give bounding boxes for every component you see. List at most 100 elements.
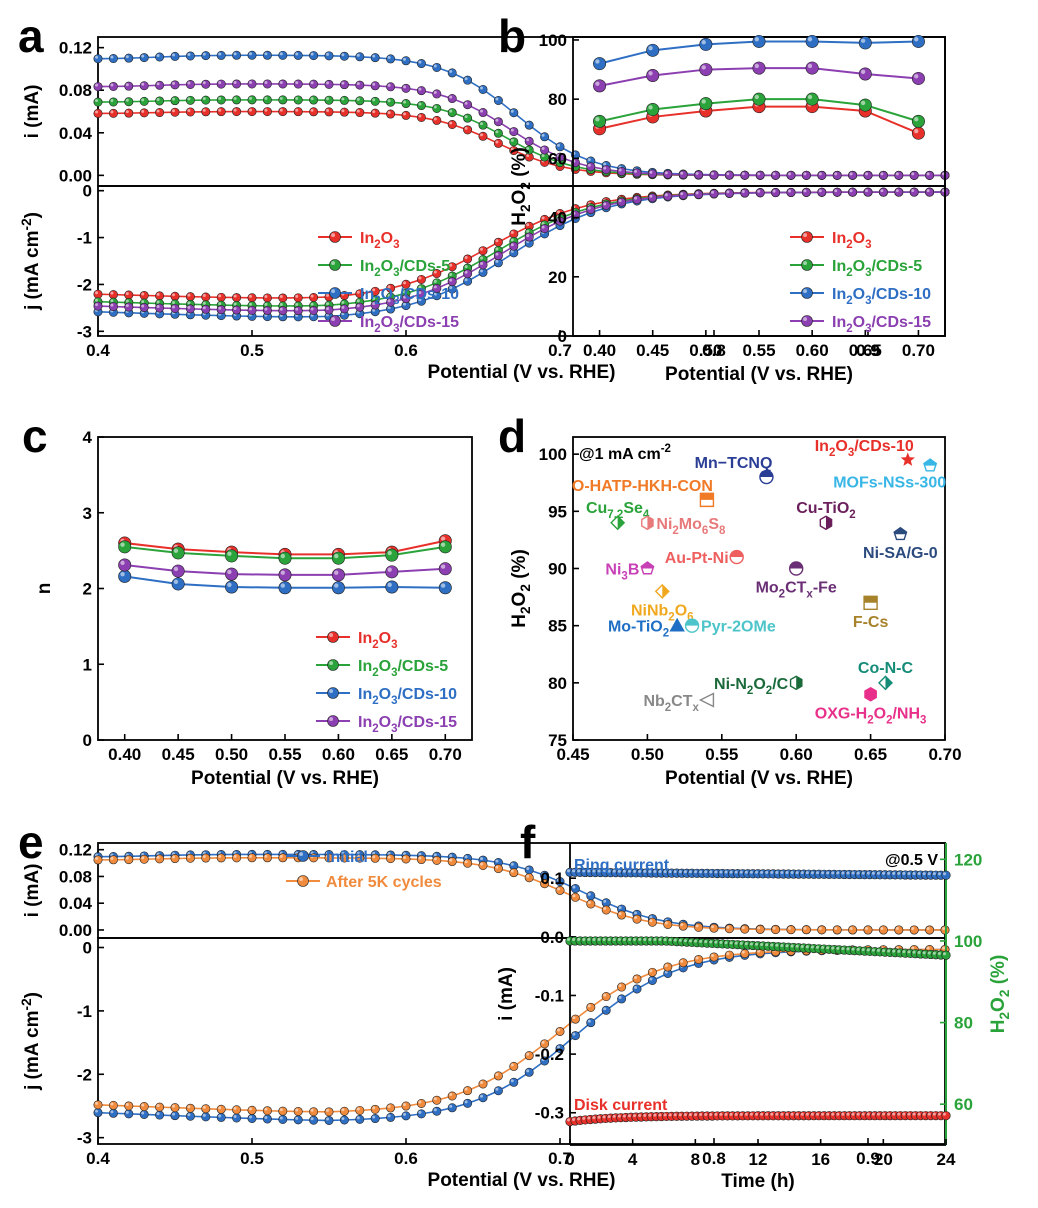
disk-point	[755, 188, 765, 198]
data-point-shine	[932, 1112, 936, 1116]
disk-point-shine	[372, 1106, 376, 1110]
disk-point-shine	[741, 190, 745, 193]
x-tick-label: 0.7	[548, 341, 572, 360]
y-axis-label: n	[34, 583, 55, 595]
ring-point-shine	[341, 855, 345, 858]
series-in2o3	[593, 100, 925, 140]
ring-point	[139, 854, 149, 864]
data-point-shine	[739, 941, 743, 945]
data-point-shine	[724, 870, 728, 874]
marker-fill	[617, 516, 625, 530]
disk-point-shine	[202, 1113, 206, 1117]
panel-letter: c	[22, 410, 48, 462]
disk-point-shine	[326, 307, 329, 311]
data-point-shine	[633, 937, 637, 941]
point-label: Nb2CTx	[643, 693, 699, 714]
ring-point	[493, 864, 503, 874]
x-tick-label: 4	[628, 1150, 638, 1169]
data-point-shine	[807, 63, 813, 69]
ring-point-shine	[695, 924, 699, 928]
ring-point	[878, 170, 888, 180]
disk-point-shine	[249, 302, 252, 306]
disk-y-axis-label: j (mA cm-2)	[19, 212, 43, 311]
scatter-point: F-Cs	[853, 595, 888, 631]
disk-point-shine	[788, 189, 792, 193]
data-point-shine	[709, 940, 713, 944]
y-tick-label: 60	[548, 149, 567, 168]
data-point-shine	[917, 1112, 921, 1116]
disk-point-shine	[310, 294, 314, 298]
disk-point	[447, 1103, 457, 1113]
ring-point-shine	[526, 867, 530, 870]
disk-point-shine	[464, 1087, 468, 1091]
ring-point	[416, 855, 426, 865]
disk-point-shine	[695, 956, 699, 960]
ring-point	[155, 52, 165, 62]
disk-point	[509, 1061, 519, 1071]
disk-point-shine	[125, 299, 129, 303]
panel-letter: d	[498, 410, 526, 462]
ring-point	[678, 170, 688, 180]
legend-marker	[297, 850, 309, 862]
disk-point-shine	[403, 302, 406, 306]
legend-marker-shine	[329, 661, 334, 665]
ring-point-shine	[526, 874, 530, 878]
ring-point	[509, 108, 519, 118]
data-point-shine	[440, 583, 446, 588]
ring-point	[925, 170, 935, 180]
marker-fill	[670, 619, 678, 631]
x-tick-label: 0.50	[215, 745, 248, 764]
ring-point	[432, 103, 442, 113]
disk-point	[170, 291, 180, 301]
data-point-shine	[668, 938, 672, 942]
disk-point-shine	[187, 305, 191, 309]
ring-point	[386, 54, 396, 64]
ring-point-shine	[233, 52, 237, 56]
scatter-point: Nb2CTx	[643, 692, 715, 714]
x-tick-label: 0.4	[86, 1149, 110, 1168]
disk-point-shine	[480, 269, 483, 273]
ring-point-shine	[480, 857, 483, 861]
x-tick-label: 0.7	[548, 1149, 572, 1168]
ring-point-shine	[572, 894, 576, 898]
right-tick-label: 60	[954, 1095, 973, 1114]
disk-point-shine	[110, 1102, 114, 1106]
data-point-shine	[633, 1114, 637, 1118]
disk-point-shine	[618, 984, 622, 988]
disk-point-shine	[372, 1115, 376, 1119]
ring-point-shine	[772, 926, 776, 930]
ring-point	[201, 95, 211, 105]
disk-point-shine	[495, 1072, 499, 1076]
data-point-shine	[566, 937, 570, 941]
disk-point-shine	[433, 279, 437, 283]
data-point-shine	[440, 564, 446, 569]
y-tick-label: -0.1	[535, 986, 564, 1005]
data-point	[593, 79, 607, 93]
disk-point	[463, 269, 473, 279]
data-point-shine	[892, 949, 896, 953]
ring-point-shine	[295, 97, 299, 100]
data-point-shine	[795, 871, 799, 875]
data-point-shine	[612, 1114, 616, 1118]
ring-point	[108, 54, 118, 64]
disk-point-shine	[695, 191, 699, 195]
ring-point-shine	[403, 856, 406, 859]
disk-point	[324, 1115, 334, 1125]
data-point	[171, 577, 185, 591]
ring-point-shine	[326, 854, 329, 858]
ring-point-shine	[526, 154, 530, 158]
disk-point-shine	[911, 946, 915, 950]
disk-point	[401, 1111, 411, 1121]
ring-point-shine	[141, 856, 145, 860]
x-tick-label: 12	[749, 1150, 768, 1169]
data-point-shine	[770, 943, 774, 947]
data-point-shine	[821, 871, 825, 875]
data-point-shine	[607, 1115, 611, 1119]
ring-point	[925, 925, 935, 935]
point-label: NiNb2O6	[631, 602, 694, 623]
disk-point-shine	[495, 252, 499, 256]
disk-point	[355, 302, 365, 312]
disk-point	[108, 1100, 118, 1110]
disk-point	[647, 967, 657, 977]
